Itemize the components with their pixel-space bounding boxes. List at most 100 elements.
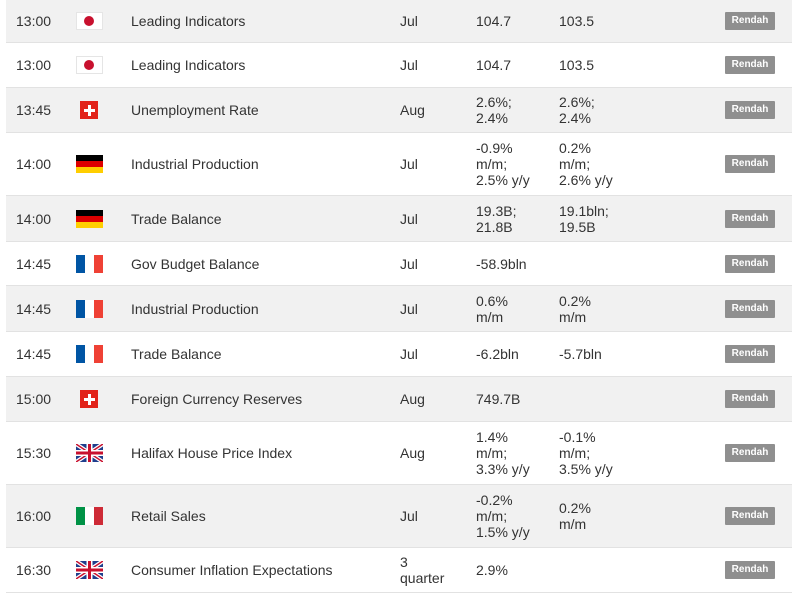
event-name-text: Consumer Inflation Expectations: [131, 562, 333, 578]
impact-badge[interactable]: Rendah: [725, 299, 775, 318]
previous-value-text: 103.5: [559, 13, 595, 29]
impact-cell: Rendah: [724, 133, 776, 195]
event-period: 3 quarter: [400, 548, 466, 592]
event-time: 15:00: [16, 377, 74, 421]
event-time: 13:00: [16, 0, 74, 42]
country-flag: [75, 196, 103, 241]
event-time-text: 14:45: [16, 255, 52, 272]
gb-flag-icon: [75, 444, 103, 462]
calendar-table: 13:00 Leading Indicators Jul 104.7 103.5 Rend…: [6, 0, 792, 593]
impact-badge[interactable]: Rendah: [725, 444, 775, 462]
event-time-text: 14:45: [16, 346, 52, 362]
actual-value: -0.9% m/m; 2.5% y/y: [476, 133, 556, 195]
impact-cell: Rendah: [724, 485, 776, 547]
country-flag: [75, 332, 103, 376]
event-time-text: 16:30: [16, 562, 52, 578]
event-name-text: Trade Balance: [131, 346, 222, 362]
impact-badge[interactable]: Rendah: [725, 155, 775, 173]
event-period-text: Aug: [400, 391, 425, 407]
country-flag: [75, 133, 103, 195]
event-name-text: Trade Balance: [131, 210, 222, 227]
event-name-text: Retail Sales: [131, 508, 206, 524]
country-flag: [75, 485, 103, 547]
jp-flag-icon: [75, 56, 103, 74]
event-name: Consumer Inflation Expectations: [131, 548, 396, 592]
previous-value: [559, 548, 649, 592]
actual-value: -6.2bln: [476, 332, 556, 376]
actual-value: 2.6%; 2.4%: [476, 88, 556, 132]
event-period-text: Jul: [400, 210, 418, 227]
event-time: 15:30: [16, 422, 74, 484]
actual-value-text: 19.3B; 21.8B: [476, 202, 517, 235]
event-name: Leading Indicators: [131, 43, 396, 87]
impact-badge[interactable]: Rendah: [725, 56, 775, 74]
actual-value-text: 0.6% m/m: [476, 292, 508, 325]
impact-cell: Rendah: [724, 332, 776, 376]
event-time-text: 13:45: [16, 102, 52, 118]
event-name: Unemployment Rate: [131, 88, 396, 132]
fr-flag-icon: [75, 299, 103, 318]
event-period-text: Aug: [400, 102, 425, 118]
impact-badge[interactable]: Rendah: [725, 507, 775, 525]
event-time-text: 14:00: [16, 156, 52, 172]
de-flag-icon: [75, 155, 103, 173]
event-time: 14:45: [16, 332, 74, 376]
previous-value: -0.1% m/m; 3.5% y/y: [559, 422, 649, 484]
impact-badge[interactable]: Rendah: [725, 390, 775, 408]
event-period-text: Jul: [400, 346, 418, 362]
previous-value: 103.5: [559, 43, 649, 87]
actual-value: 1.4% m/m; 3.3% y/y: [476, 422, 556, 484]
calendar-row: 16:00 Retail Sales Jul -0.2% m/m; 1.5% y/y 0…: [6, 485, 792, 548]
event-name-text: Foreign Currency Reserves: [131, 391, 303, 407]
actual-value-text: -6.2bln: [476, 346, 519, 362]
country-flag: [75, 242, 103, 285]
de-flag-icon: [75, 209, 103, 228]
event-time: 13:00: [16, 43, 74, 87]
event-name: Industrial Production: [131, 286, 396, 331]
event-name: Trade Balance: [131, 196, 396, 241]
actual-value: 0.6% m/m: [476, 286, 556, 331]
event-period: Aug: [400, 377, 466, 421]
previous-value-text: -0.1% m/m; 3.5% y/y: [559, 429, 613, 477]
event-name: Foreign Currency Reserves: [131, 377, 396, 421]
impact-cell: Rendah: [724, 242, 776, 285]
event-time-text: 15:00: [16, 391, 52, 407]
event-period: Jul: [400, 196, 466, 241]
country-flag: [75, 377, 103, 421]
previous-value: 0.2% m/m; 2.6% y/y: [559, 133, 649, 195]
previous-value-text: -5.7bln: [559, 346, 602, 362]
calendar-row: 13:00 Leading Indicators Jul 104.7 103.5 Rend…: [6, 0, 792, 43]
calendar-row: 13:00 Leading Indicators Jul 104.7 103.5 Rend…: [6, 43, 792, 88]
calendar-row: 16:30 Consumer Inflation Expectations 3 qu…: [6, 548, 792, 593]
impact-badge[interactable]: Rendah: [725, 12, 775, 30]
impact-cell: Rendah: [724, 196, 776, 241]
event-name: Retail Sales: [131, 485, 396, 547]
actual-value: 2.9%: [476, 548, 556, 592]
previous-value-text: 0.2% m/m: [559, 292, 591, 325]
event-name: Gov Budget Balance: [131, 242, 396, 285]
event-time-text: 16:00: [16, 508, 52, 524]
event-name-text: Industrial Production: [131, 300, 259, 317]
actual-value: -0.2% m/m; 1.5% y/y: [476, 485, 556, 547]
event-period-text: 3 quarter: [400, 554, 445, 586]
event-name-text: Unemployment Rate: [131, 102, 259, 118]
event-name: Halifax House Price Index: [131, 422, 396, 484]
event-time: 14:00: [16, 196, 74, 241]
impact-badge[interactable]: Rendah: [725, 561, 775, 579]
impact-badge[interactable]: Rendah: [725, 209, 775, 228]
previous-value-text: 0.2% m/m; 2.6% y/y: [559, 140, 613, 188]
previous-value: -5.7bln: [559, 332, 649, 376]
impact-badge[interactable]: Rendah: [725, 345, 775, 363]
impact-cell: Rendah: [724, 43, 776, 87]
actual-value-text: -0.9% m/m; 2.5% y/y: [476, 140, 530, 188]
event-name-text: Halifax House Price Index: [131, 445, 293, 461]
previous-value: 103.5: [559, 0, 649, 42]
event-period: Aug: [400, 88, 466, 132]
calendar-row: 14:45 Industrial Production Jul 0.6% m/m 0.2…: [6, 286, 792, 332]
impact-cell: Rendah: [724, 548, 776, 592]
impact-badge[interactable]: Rendah: [725, 101, 775, 119]
impact-cell: Rendah: [724, 422, 776, 484]
actual-value: 104.7: [476, 0, 556, 42]
impact-badge[interactable]: Rendah: [725, 254, 775, 273]
country-flag: [75, 286, 103, 331]
